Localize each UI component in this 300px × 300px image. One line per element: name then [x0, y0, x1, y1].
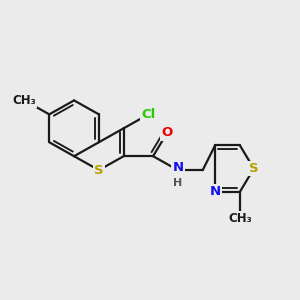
Text: H: H — [173, 178, 182, 188]
Text: N: N — [172, 161, 184, 174]
Text: CH₃: CH₃ — [228, 212, 252, 225]
Text: N: N — [172, 164, 184, 177]
Text: O: O — [161, 127, 173, 140]
Text: Cl: Cl — [141, 108, 156, 121]
Text: N: N — [209, 185, 221, 198]
Text: S: S — [249, 162, 259, 175]
Text: S: S — [94, 164, 104, 177]
Text: CH₃: CH₃ — [13, 94, 36, 107]
